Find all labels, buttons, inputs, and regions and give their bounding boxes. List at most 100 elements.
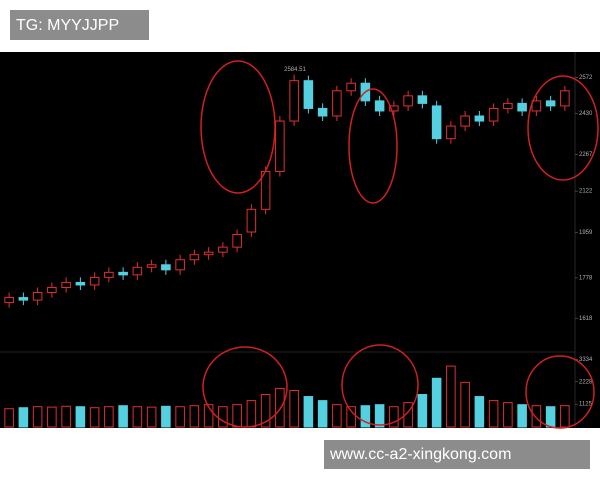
candle-body bbox=[47, 286, 57, 294]
candle-body bbox=[32, 292, 43, 301]
candle-body bbox=[75, 281, 86, 286]
volume-bar bbox=[317, 400, 328, 428]
volume-bar bbox=[531, 405, 542, 428]
candle-body bbox=[531, 100, 542, 112]
volume-bar bbox=[47, 406, 57, 428]
candle-body bbox=[132, 266, 143, 276]
candle-body bbox=[474, 115, 485, 122]
candle-body bbox=[346, 82, 356, 92]
candle-body bbox=[232, 234, 242, 248]
volume-bar bbox=[175, 406, 185, 428]
watermark-box bbox=[324, 440, 590, 469]
volume-bar bbox=[203, 404, 214, 428]
candle-body bbox=[118, 271, 128, 276]
volume-bar bbox=[560, 405, 570, 428]
candle-body bbox=[446, 125, 456, 140]
y-tick-label: 2430 bbox=[579, 111, 593, 117]
volume-bar bbox=[403, 402, 413, 428]
y-tick-label: 2122 bbox=[579, 189, 593, 195]
y-tick-label: 1618 bbox=[579, 316, 593, 322]
volume-bar bbox=[275, 387, 285, 428]
plot: 1618 1778 1959 2122 2267 2430 2572 1125 2228 3334… bbox=[4, 67, 593, 428]
volume-bar bbox=[18, 407, 29, 428]
candle-body bbox=[289, 80, 299, 122]
volume-bar bbox=[89, 407, 100, 428]
highlight-circle bbox=[525, 355, 595, 429]
candle-body bbox=[389, 105, 399, 112]
volume-bar bbox=[503, 402, 513, 428]
candle-body bbox=[104, 271, 114, 278]
y-tick-label: 1959 bbox=[579, 230, 593, 236]
volume-bar bbox=[488, 400, 499, 428]
highlight-circle bbox=[527, 75, 599, 181]
volume-bar bbox=[161, 405, 171, 428]
candle-body bbox=[4, 297, 14, 304]
volume-tick-label: 3334 bbox=[579, 357, 593, 363]
volume-bar bbox=[146, 406, 157, 428]
volume-bar bbox=[61, 405, 71, 428]
candle-body bbox=[560, 90, 570, 107]
y-tick-label: 1778 bbox=[579, 275, 593, 281]
candle-body bbox=[545, 100, 556, 107]
candle-body bbox=[517, 102, 527, 112]
candle-body bbox=[18, 297, 29, 301]
candle-body bbox=[61, 281, 71, 288]
volume-bar bbox=[517, 404, 527, 428]
peak-label: 2584.51 bbox=[284, 67, 306, 73]
volume-bar bbox=[446, 365, 456, 428]
volume-tick-label: 1125 bbox=[579, 402, 593, 408]
volume-bar bbox=[460, 381, 470, 428]
candle-body bbox=[374, 100, 385, 112]
candle-body bbox=[417, 95, 428, 104]
candle-body bbox=[431, 105, 442, 140]
volume-bar bbox=[303, 396, 314, 428]
candle-body bbox=[246, 208, 257, 233]
highlight-circle bbox=[200, 60, 276, 194]
highlight-circle bbox=[341, 344, 419, 426]
volume-bar bbox=[374, 404, 385, 428]
candle-body bbox=[161, 264, 171, 271]
candle-body bbox=[175, 259, 185, 271]
candle-body bbox=[317, 107, 328, 117]
candle-body bbox=[303, 80, 314, 109]
volume-bar bbox=[118, 405, 128, 428]
chart-background bbox=[0, 52, 600, 428]
watermark-box bbox=[10, 10, 149, 40]
candle-body bbox=[218, 246, 228, 253]
volume-bar bbox=[4, 408, 14, 428]
volume-tick-label: 2228 bbox=[579, 379, 593, 385]
candle-body bbox=[332, 90, 342, 117]
candle-body bbox=[146, 264, 157, 268]
volume-bar bbox=[104, 406, 114, 428]
highlight-circle bbox=[202, 346, 288, 428]
volume-bar bbox=[545, 406, 556, 428]
volume-bar bbox=[189, 405, 200, 428]
volume-bar bbox=[417, 394, 428, 428]
y-tick-label: 2572 bbox=[579, 75, 593, 81]
volume-bar bbox=[260, 394, 271, 428]
candle-body bbox=[503, 102, 513, 109]
candle-body bbox=[275, 120, 285, 172]
volume-bar bbox=[232, 404, 242, 428]
candle-body bbox=[403, 95, 413, 107]
volume-bar bbox=[246, 400, 257, 428]
candle-body bbox=[488, 107, 499, 122]
volume-bar bbox=[389, 406, 399, 428]
volume-bar bbox=[75, 406, 86, 428]
candle-body bbox=[89, 276, 100, 286]
volume-bar bbox=[132, 406, 143, 428]
highlight-circle bbox=[348, 88, 398, 204]
volume-bar bbox=[431, 377, 442, 428]
candle-body bbox=[203, 251, 214, 256]
candle-body bbox=[189, 254, 200, 261]
volume-bar bbox=[218, 406, 228, 428]
volume-bar bbox=[474, 396, 485, 428]
watermark: TG: MYYJJPP bbox=[16, 17, 119, 34]
candle-body bbox=[460, 115, 470, 127]
volume-bar bbox=[289, 389, 299, 428]
volume-bar bbox=[346, 406, 356, 428]
y-tick-label: 2267 bbox=[579, 152, 593, 158]
volume-bar bbox=[360, 405, 371, 428]
volume-bar bbox=[32, 406, 43, 428]
